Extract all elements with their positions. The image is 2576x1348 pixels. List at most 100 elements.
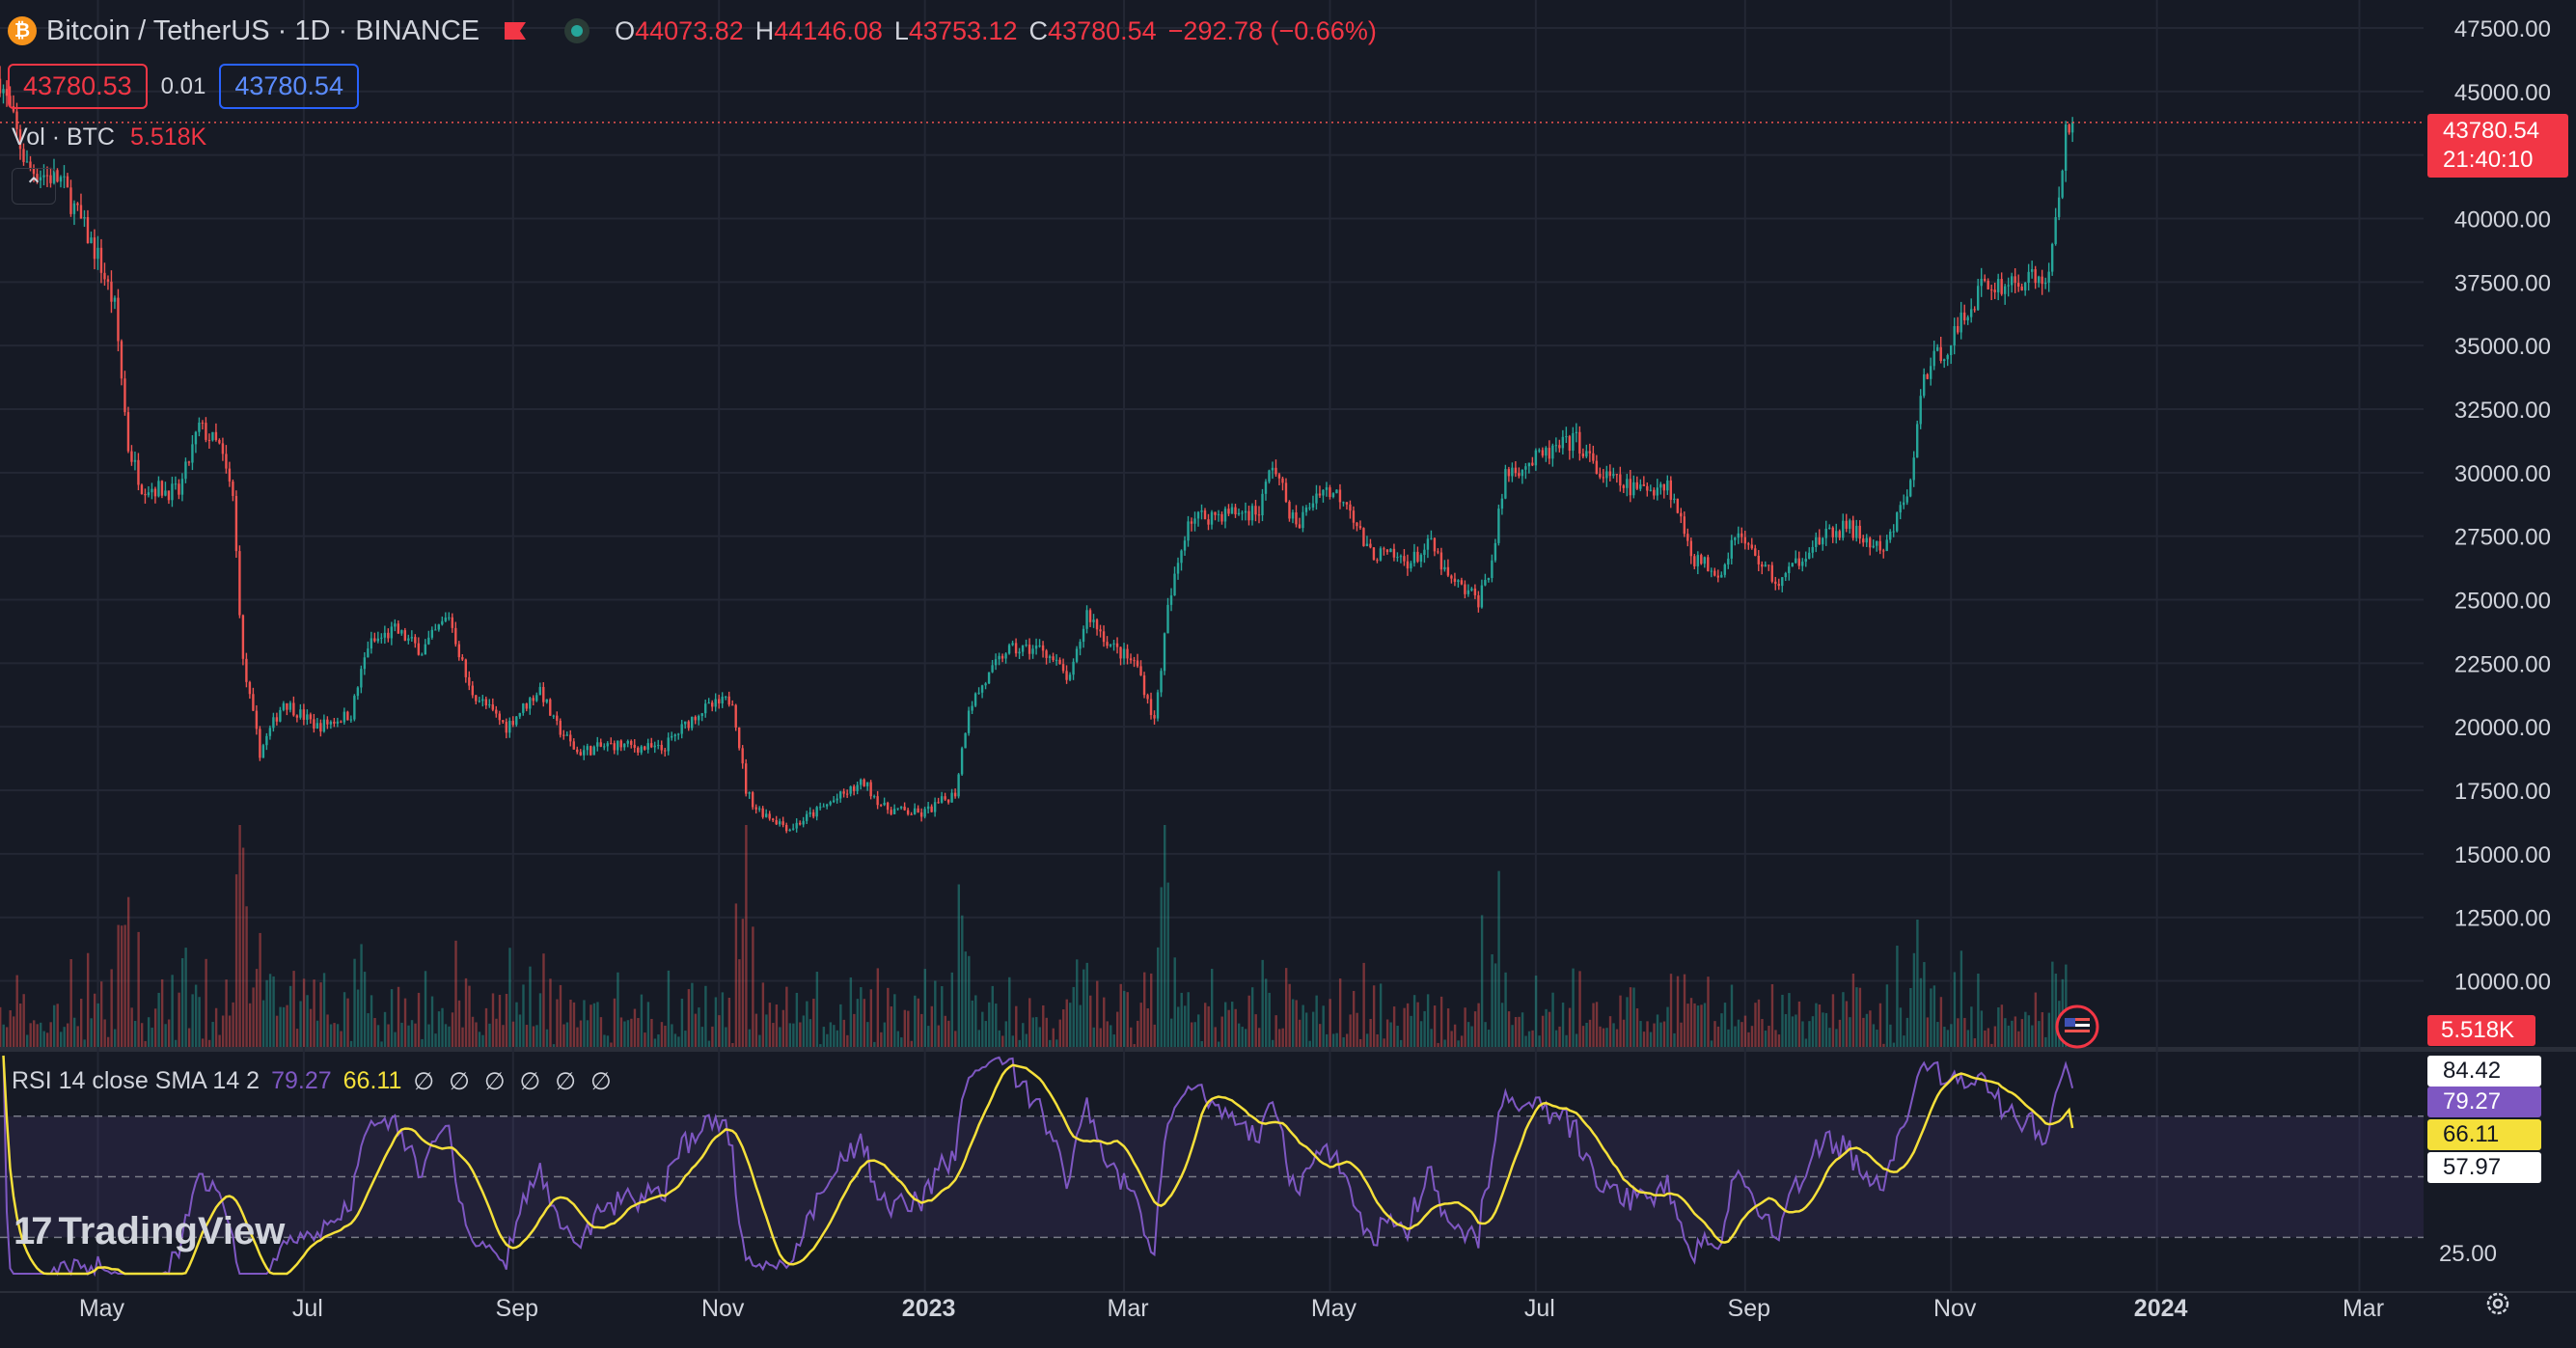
market-open-icon[interactable] bbox=[564, 18, 590, 43]
volume-bar bbox=[1157, 947, 1160, 1047]
candle-body bbox=[644, 746, 646, 750]
volume-bar bbox=[849, 977, 853, 1047]
volume-bar bbox=[977, 1030, 980, 1047]
candle-body bbox=[1592, 453, 1595, 461]
candle-body bbox=[1365, 543, 1369, 546]
candle-body bbox=[1237, 512, 1241, 515]
candle-body bbox=[944, 796, 946, 800]
volume-bar bbox=[896, 1031, 900, 1047]
volume-bar bbox=[18, 1003, 22, 1047]
candle-body bbox=[491, 704, 494, 710]
ohlc-high-key: H bbox=[754, 15, 775, 45]
candle-body bbox=[387, 632, 390, 639]
candle-body bbox=[998, 655, 1000, 660]
volume-bar bbox=[1987, 1028, 1990, 1047]
volume-bar bbox=[238, 825, 241, 1047]
volume-bar bbox=[194, 984, 198, 1047]
candle-body bbox=[1028, 645, 1031, 654]
candle-body bbox=[29, 161, 32, 169]
rsi-legend[interactable]: RSI 14 close SMA 14 2 79.27 66.11 ∅ ∅ ∅ … bbox=[12, 1067, 616, 1096]
volume-bar bbox=[1137, 1020, 1139, 1047]
volume-bar bbox=[1193, 1022, 1196, 1047]
candle-body bbox=[764, 813, 768, 817]
volume-bar bbox=[498, 994, 502, 1047]
volume-bar bbox=[417, 992, 421, 1047]
candle-body bbox=[178, 483, 180, 495]
volume-bar bbox=[748, 1029, 752, 1047]
settings-gear-icon[interactable] bbox=[2483, 1289, 2512, 1318]
volume-bar bbox=[950, 972, 954, 1047]
volume-bar bbox=[2, 1024, 5, 1047]
candle-body bbox=[822, 806, 825, 808]
volume-bar bbox=[772, 1023, 775, 1047]
volume-bar bbox=[356, 989, 360, 1047]
volume-bar bbox=[1669, 974, 1673, 1047]
volume-bar bbox=[1649, 1032, 1653, 1047]
symbol-header[interactable]: ₿ Bitcoin / TetherUS · 1D · BINANCE O440… bbox=[8, 12, 1377, 50]
volume-bar bbox=[964, 951, 968, 1047]
candle-body bbox=[1723, 564, 1726, 575]
volume-bar bbox=[890, 1006, 893, 1047]
candle-body bbox=[1774, 581, 1777, 585]
buy-button[interactable]: 43780.54 bbox=[219, 64, 359, 109]
time-axis-label: Mar bbox=[1108, 1295, 1149, 1322]
volume-bar bbox=[1595, 1002, 1599, 1047]
volume-bar bbox=[1177, 1006, 1180, 1047]
candle-body bbox=[461, 657, 464, 660]
candle-body bbox=[1876, 540, 1878, 546]
collapse-legend-button[interactable]: ⌃ bbox=[12, 168, 56, 205]
candle-body bbox=[1707, 557, 1710, 571]
candle-body bbox=[2057, 197, 2061, 218]
candle-body bbox=[836, 798, 838, 801]
candle-body bbox=[1551, 445, 1554, 459]
candle-body bbox=[1338, 489, 1342, 503]
volume-bar bbox=[1058, 1019, 1061, 1047]
candle-body bbox=[650, 743, 653, 748]
price-axis-label: 22500.00 bbox=[2454, 651, 2551, 677]
candle-body bbox=[1119, 646, 1122, 659]
candle-body bbox=[83, 217, 86, 219]
volume-bar bbox=[123, 924, 126, 1047]
volume-bar bbox=[184, 948, 187, 1047]
candle-body bbox=[286, 702, 288, 710]
volume-bar bbox=[1146, 1007, 1149, 1047]
volume-bar bbox=[491, 993, 495, 1047]
volume-bar bbox=[883, 1022, 887, 1047]
volume-bar bbox=[315, 1020, 319, 1047]
volume-bar bbox=[1008, 977, 1011, 1047]
symbol-title[interactable]: Bitcoin / TetherUS · 1D · BINANCE bbox=[46, 14, 480, 46]
candle-body bbox=[1460, 580, 1464, 585]
candle-body bbox=[1757, 555, 1760, 564]
candle-body bbox=[437, 624, 441, 630]
volume-bar bbox=[815, 972, 819, 1047]
volume-bar bbox=[1980, 1010, 1984, 1047]
candle-body bbox=[1041, 645, 1045, 651]
volume-bar bbox=[1899, 1007, 1903, 1047]
volume-bar bbox=[1642, 1032, 1646, 1047]
candle-body bbox=[1325, 487, 1329, 490]
volume-bar bbox=[1015, 1005, 1018, 1047]
sell-button[interactable]: 43780.53 bbox=[8, 64, 148, 109]
tradingview-logo[interactable]: 17 TradingView bbox=[14, 1210, 285, 1253]
ohlc-low-key: L bbox=[893, 15, 909, 45]
candle-body bbox=[1896, 512, 1899, 532]
candle-body bbox=[569, 734, 572, 742]
candle-body bbox=[1396, 557, 1399, 559]
volume-bar bbox=[1815, 1003, 1818, 1047]
volume-bar bbox=[1484, 1022, 1487, 1047]
candle-body bbox=[1761, 564, 1764, 567]
flag-icon[interactable] bbox=[503, 20, 528, 41]
candle-body bbox=[1133, 660, 1136, 662]
volume-bar bbox=[1754, 1003, 1757, 1047]
us-flag-event-icon[interactable] bbox=[2055, 1004, 2099, 1049]
volume-bar bbox=[1247, 995, 1250, 1047]
volume-bar bbox=[1970, 1006, 1973, 1047]
candle-body bbox=[313, 719, 315, 729]
candle-body bbox=[1153, 715, 1156, 719]
volume-bar bbox=[873, 1041, 876, 1047]
candle-body bbox=[167, 490, 171, 501]
volume-legend[interactable]: Vol · BTC 5.518K bbox=[12, 124, 206, 151]
volume-bar bbox=[360, 944, 363, 1047]
